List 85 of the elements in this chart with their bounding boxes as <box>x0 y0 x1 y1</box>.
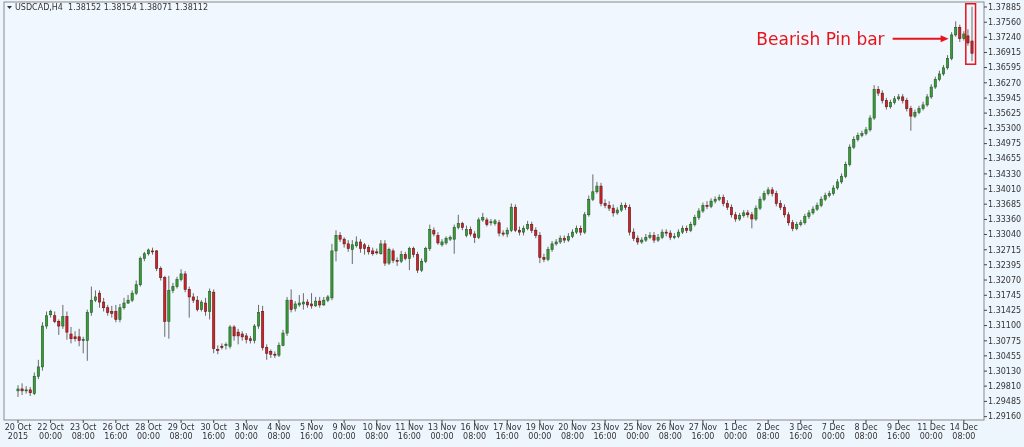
candlestick <box>289 288 293 313</box>
y-tick-label: 1.33685 <box>988 199 1022 209</box>
x-tick-label: 22 Oct 00:00 <box>37 423 64 441</box>
x-tick-label: 27 Nov 16:00 <box>688 423 718 441</box>
y-tick-label: 1.37240 <box>988 33 1022 43</box>
candlestick <box>656 233 660 243</box>
x-tick-label: 23 Oct 08:00 <box>69 423 97 441</box>
candlestick <box>452 224 456 255</box>
y-tick-label: 1.32070 <box>988 275 1022 285</box>
x-tick-label: 1 Dec 00:00 <box>723 423 748 441</box>
x-tick-label: 5 Nov 16:00 <box>299 423 324 441</box>
y-tick-label: 1.34975 <box>988 139 1022 149</box>
y-tick-label: 1.30455 <box>988 351 1022 361</box>
candlestick <box>65 310 69 341</box>
candlestick <box>73 330 77 343</box>
y-tick-label: 1.36595 <box>988 63 1022 73</box>
x-tick-label: 26 Oct 16:00 <box>102 423 130 441</box>
x-tick-label: 9 Dec 16:00 <box>887 423 911 441</box>
y-tick-label: 1.30775 <box>988 336 1022 346</box>
candlestick <box>228 324 232 350</box>
x-tick-label: 14 Dec 08:00 <box>949 423 978 441</box>
y-tick-label: 1.33360 <box>988 215 1022 225</box>
x-tick-label: 20 Nov 08:00 <box>558 423 587 441</box>
x-tick-label: 7 Dec 00:00 <box>821 423 845 441</box>
x-tick-label: 17 Nov 16:00 <box>493 423 522 441</box>
x-tick-label: 13 Nov 00:00 <box>427 423 457 441</box>
candlestick <box>970 6 974 62</box>
y-tick-label: 1.32715 <box>988 245 1022 255</box>
x-tick-label: 20 Oct 2015 <box>4 423 32 441</box>
candlestick <box>538 231 542 264</box>
y-tick-label: 1.34330 <box>988 169 1022 179</box>
x-tick-label: 10 Nov 08:00 <box>362 423 392 441</box>
y-tick-label: 1.29485 <box>988 397 1022 407</box>
candlestick <box>648 231 652 240</box>
candlestick <box>513 203 517 233</box>
x-tick-label: 4 Nov 08:00 <box>267 423 291 441</box>
x-tick-label: 9 Nov 00:00 <box>332 423 357 441</box>
x-tick-label: 25 Nov 00:00 <box>623 423 653 441</box>
candlestick <box>477 217 481 240</box>
x-tick-label: 26 Nov 08:00 <box>656 423 685 441</box>
y-tick-label: 1.37885 <box>988 2 1022 12</box>
y-tick-label: 1.34010 <box>988 184 1022 194</box>
candlestick <box>350 239 354 265</box>
candlestick <box>338 231 342 243</box>
y-tick-label: 1.36915 <box>988 48 1022 58</box>
candlestick <box>509 202 513 233</box>
y-tick-label: 1.37560 <box>988 18 1022 28</box>
candlestick <box>599 182 603 207</box>
candlestick <box>16 384 20 398</box>
y-tick-label: 1.33040 <box>988 230 1022 240</box>
x-tick-label: 11 Dec 00:00 <box>917 423 946 441</box>
y-tick-label: 1.31425 <box>988 306 1022 316</box>
x-tick-label: 3 Nov 00:00 <box>234 423 259 441</box>
candlestick <box>407 246 411 271</box>
x-tick-label: 3 Dec 16:00 <box>789 423 813 441</box>
x-tick-label: 23 Nov 16:00 <box>590 423 620 441</box>
candlestick <box>705 200 709 210</box>
y-tick-label: 1.29160 <box>988 412 1022 422</box>
annotation: Bearish Pin bar <box>756 28 885 49</box>
y-tick-label: 1.29810 <box>988 381 1022 391</box>
candlestick <box>416 251 419 274</box>
candlestick <box>652 231 656 244</box>
x-tick-label: 8 Dec 08:00 <box>854 423 878 441</box>
y-tick-label: 1.31745 <box>988 291 1022 301</box>
y-tick-label: 1.34655 <box>988 154 1022 164</box>
x-tick-label: 2 Dec 08:00 <box>756 423 780 441</box>
x-tick-label: 16 Nov 08:00 <box>460 423 490 441</box>
y-tick-label: 1.35945 <box>988 93 1022 103</box>
y-tick-label: 1.31100 <box>988 321 1022 331</box>
candlestick <box>383 239 387 267</box>
x-tick-label: 11 Nov 16:00 <box>395 423 424 441</box>
candlestick <box>61 304 65 330</box>
candlestick <box>20 382 24 396</box>
candlestick <box>208 287 212 320</box>
x-tick-label: 29 Oct 08:00 <box>167 423 195 441</box>
x-tick-label: 30 Oct 16:00 <box>200 423 227 441</box>
y-tick-label: 1.30130 <box>988 366 1022 376</box>
x-tick-label: 19 Nov 00:00 <box>525 423 555 441</box>
y-tick-label: 1.32395 <box>988 260 1022 270</box>
y-tick-label: 1.35625 <box>988 108 1022 118</box>
x-tick-label: 28 Oct 00:00 <box>135 423 162 441</box>
y-tick-label: 1.36270 <box>988 78 1022 88</box>
chart-title: USDCAD,H4 1.38152 1.38154 1.38071 1.38112 <box>15 3 209 12</box>
y-tick-label: 1.35300 <box>988 124 1022 134</box>
candlestick <box>489 218 493 227</box>
